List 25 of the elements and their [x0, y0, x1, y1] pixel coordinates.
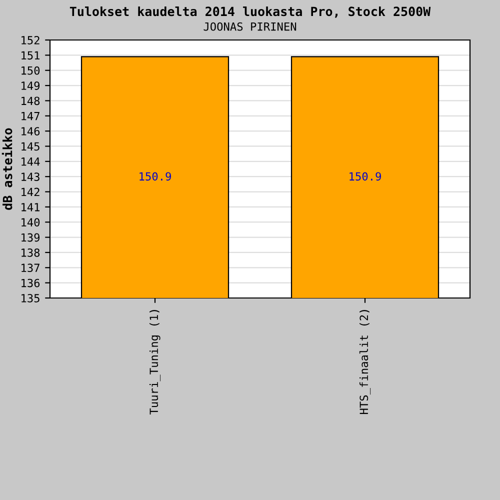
chart-title: Tulokset kaudelta 2014 luokasta Pro, Stock 2500W	[70, 6, 431, 18]
y-tick-label: 151	[22, 51, 40, 60]
y-tick-label: 150	[22, 66, 40, 75]
y-tick-label: 136	[22, 278, 40, 288]
x-tick-label: HTS_finaalit (2)	[359, 310, 371, 414]
y-tick-label: 142	[22, 188, 40, 196]
x-tick-label: Tuuri_Tuning (1)	[149, 310, 161, 414]
y-tick-label: 137	[22, 264, 40, 272]
data-label: 150.9	[140, 172, 171, 181]
y-tick-label: 144	[22, 158, 40, 166]
y-tick-label: 138	[22, 248, 40, 257]
y-tick-label: 135	[22, 294, 40, 302]
data-label: 150.9	[350, 172, 381, 181]
chart-subtitle: JOONAS PIRINEN	[204, 22, 296, 31]
y-tick-label: 143	[22, 172, 40, 181]
y-tick-label: 149	[22, 82, 40, 90]
y-tick-label: 147	[22, 112, 40, 120]
y-tick-label: 139	[22, 233, 40, 242]
y-axis-title: dB asteikko	[2, 128, 12, 210]
y-tick-label: 146	[22, 127, 40, 136]
y-tick-label: 140	[22, 218, 40, 227]
y-tick-label: 152	[22, 36, 40, 44]
y-tick-label: 141	[22, 203, 40, 212]
y-tick-label: 148	[22, 96, 40, 106]
y-tick-label: 145	[22, 142, 40, 151]
